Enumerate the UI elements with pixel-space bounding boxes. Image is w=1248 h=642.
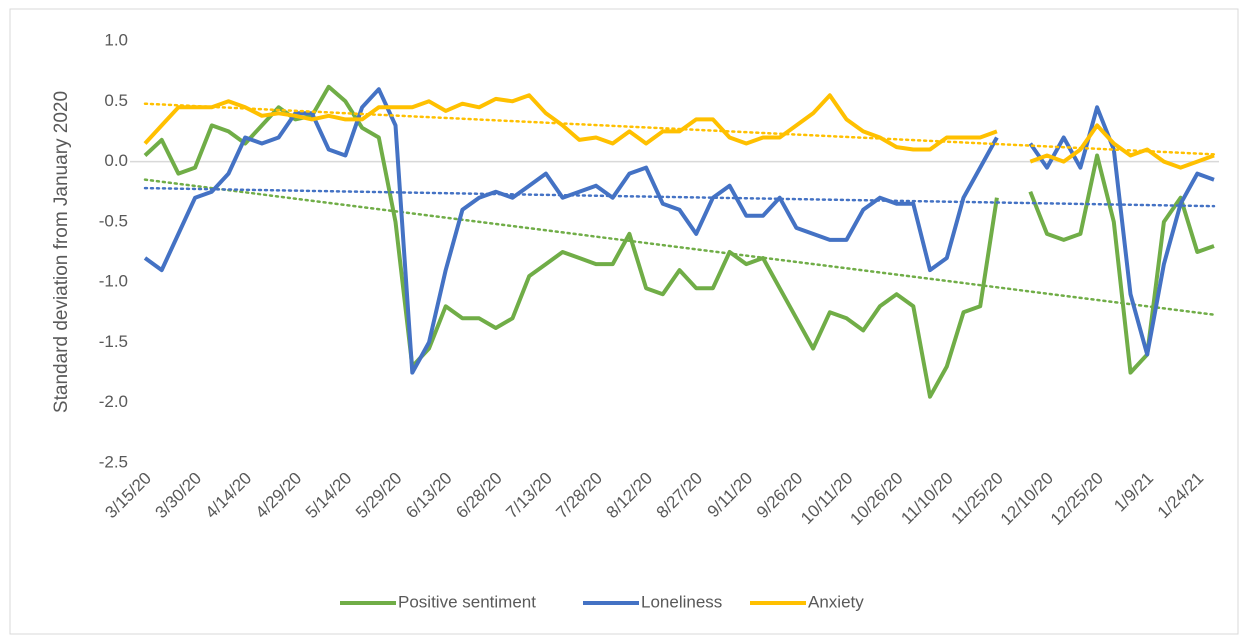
series-line (143, 93, 1215, 170)
y-tick-label: -2.0 (99, 392, 128, 411)
trend-line (143, 186, 1216, 208)
y-tick-label: -0.5 (99, 211, 128, 230)
y-tick-label: -1.5 (99, 332, 128, 351)
y-tick-label: 0.5 (104, 91, 128, 110)
legend-label: Loneliness (641, 592, 722, 611)
chart-border (9, 8, 1239, 635)
trend-line (143, 178, 1216, 316)
legend-label: Positive sentiment (398, 592, 536, 611)
y-tick-label: 1.0 (104, 30, 128, 49)
y-tick-label: -1.0 (99, 272, 128, 291)
y-tick-label: -2.5 (99, 452, 128, 471)
legend-label: Anxiety (808, 592, 864, 611)
y-axis-title: Standard deviation from January 2020 (51, 91, 72, 413)
y-tick-label: 0.0 (104, 151, 128, 170)
series-line (143, 87, 1215, 375)
